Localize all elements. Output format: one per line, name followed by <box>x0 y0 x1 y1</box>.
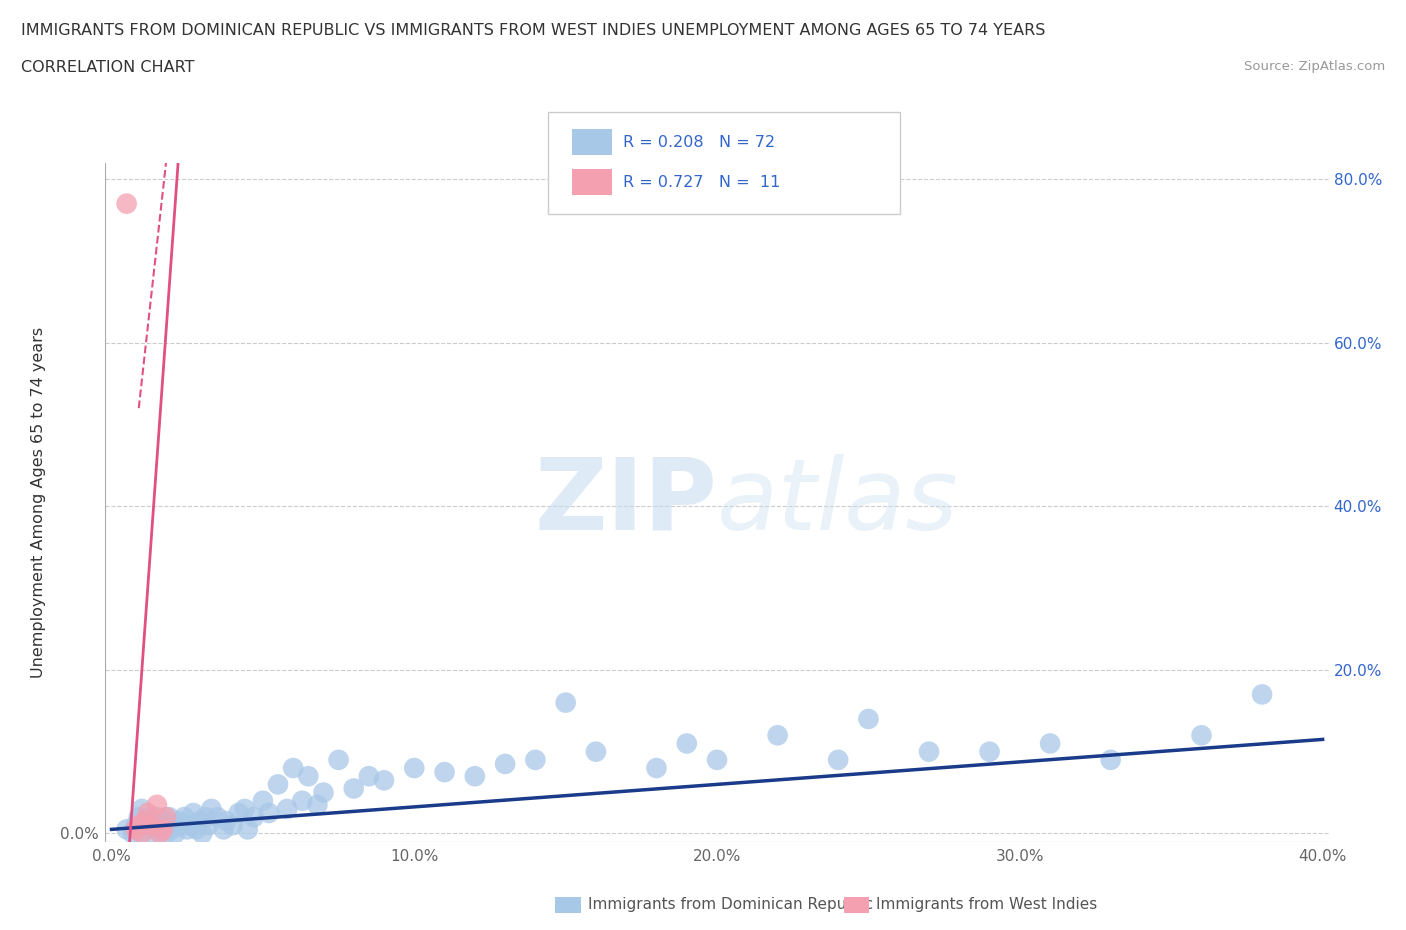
Point <box>131 826 153 841</box>
Point <box>139 814 162 829</box>
Point <box>128 817 150 832</box>
Point <box>307 797 329 812</box>
Point <box>276 802 298 817</box>
Point <box>328 752 350 767</box>
Point <box>1191 728 1213 743</box>
Point <box>404 761 426 776</box>
Point <box>179 817 201 832</box>
Point <box>194 810 217 825</box>
Text: CORRELATION CHART: CORRELATION CHART <box>21 60 194 75</box>
Point <box>494 756 516 771</box>
Text: Immigrants from Dominican Republic: Immigrants from Dominican Republic <box>588 897 873 912</box>
Point <box>167 814 190 829</box>
Point <box>149 822 172 837</box>
Point <box>139 817 162 832</box>
Point <box>918 744 941 759</box>
Point <box>252 793 274 808</box>
Point <box>149 826 172 841</box>
Point <box>357 769 380 784</box>
Point <box>267 777 290 791</box>
Point <box>157 810 180 825</box>
Point <box>524 752 547 767</box>
Point <box>554 695 576 710</box>
Point <box>155 810 177 825</box>
Point <box>207 810 229 825</box>
Point <box>1099 752 1122 767</box>
Point <box>152 817 174 832</box>
Point <box>291 793 314 808</box>
Text: ZIP: ZIP <box>534 454 717 551</box>
Point <box>197 817 219 832</box>
Point <box>858 711 880 726</box>
Point <box>827 752 849 767</box>
Point <box>1039 736 1062 751</box>
Point <box>176 822 198 837</box>
Point <box>706 752 728 767</box>
Point <box>215 814 238 829</box>
Point <box>243 810 266 825</box>
Point <box>115 822 138 837</box>
Point <box>128 810 150 825</box>
Point <box>297 769 319 784</box>
Point <box>645 761 668 776</box>
Text: R = 0.208   N = 72: R = 0.208 N = 72 <box>623 135 775 150</box>
Point <box>181 805 204 820</box>
Point <box>125 817 148 832</box>
Point <box>585 744 607 759</box>
Point <box>160 822 183 837</box>
Point <box>121 826 143 841</box>
Point <box>173 810 195 825</box>
Point <box>312 785 335 800</box>
Y-axis label: Unemployment Among Ages 65 to 74 years: Unemployment Among Ages 65 to 74 years <box>31 326 46 678</box>
Point <box>160 817 183 832</box>
Text: Immigrants from West Indies: Immigrants from West Indies <box>876 897 1097 912</box>
Point <box>191 826 214 841</box>
Point <box>155 826 177 841</box>
Text: Source: ZipAtlas.com: Source: ZipAtlas.com <box>1244 60 1385 73</box>
Point <box>136 822 159 837</box>
Point <box>146 797 169 812</box>
Point <box>200 802 222 817</box>
Point <box>233 802 256 817</box>
Point <box>212 822 235 837</box>
Point <box>152 822 174 837</box>
Point <box>131 826 153 841</box>
Point <box>155 814 177 829</box>
Text: atlas: atlas <box>717 454 959 551</box>
Point <box>131 802 153 817</box>
Point <box>433 764 456 779</box>
Point <box>188 814 211 829</box>
Point <box>343 781 366 796</box>
Point <box>373 773 395 788</box>
Point <box>170 817 193 832</box>
Point <box>228 805 250 820</box>
Point <box>165 826 187 841</box>
Point <box>136 805 159 820</box>
Point <box>134 814 156 829</box>
Point <box>146 810 169 825</box>
Point <box>186 822 208 837</box>
Point <box>979 744 1001 759</box>
Text: R = 0.727   N =  11: R = 0.727 N = 11 <box>623 175 780 190</box>
Point <box>464 769 486 784</box>
Point <box>1251 687 1274 702</box>
Point <box>131 817 153 832</box>
Point <box>236 822 259 837</box>
Point <box>125 822 148 837</box>
Point <box>766 728 789 743</box>
Point <box>221 817 243 832</box>
Text: IMMIGRANTS FROM DOMINICAN REPUBLIC VS IMMIGRANTS FROM WEST INDIES UNEMPLOYMENT A: IMMIGRANTS FROM DOMINICAN REPUBLIC VS IM… <box>21 23 1046 38</box>
Point <box>115 196 138 211</box>
Point <box>675 736 697 751</box>
Point <box>142 826 165 841</box>
Point <box>146 817 169 832</box>
Point <box>257 805 280 820</box>
Point <box>283 761 305 776</box>
